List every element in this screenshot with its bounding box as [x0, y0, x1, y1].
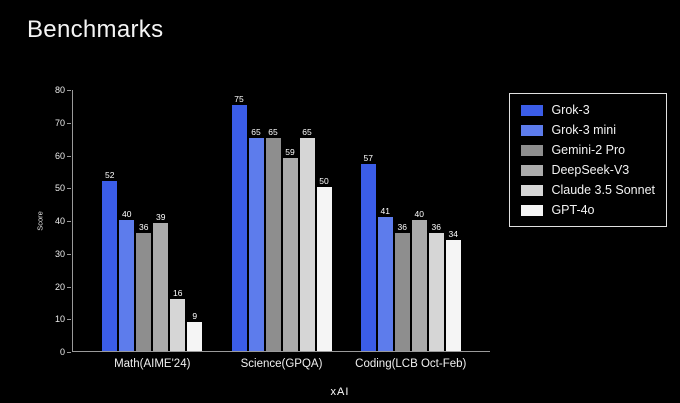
- bar-wrapper: 50: [316, 90, 332, 351]
- bar-group: 52 40 36 39 16 9 Math(AIME'24): [102, 90, 203, 370]
- bar-value-label: 40: [122, 209, 132, 219]
- legend-swatch: [521, 204, 544, 216]
- bar: [170, 298, 186, 351]
- bar: [136, 233, 152, 351]
- y-axis-tick-label: 70: [54, 117, 72, 128]
- legend-label: Grok-3 mini: [551, 123, 617, 137]
- bar-value-label: 9: [192, 310, 198, 321]
- bar: [316, 187, 332, 351]
- bar-wrapper: 40: [411, 90, 427, 351]
- bar-value-label: 36: [139, 222, 149, 233]
- legend-item: Grok-3: [521, 103, 655, 117]
- bar: [394, 233, 410, 351]
- bar: [411, 220, 427, 351]
- bar-wrapper: 41: [377, 90, 393, 351]
- bar-value-label: 65: [302, 127, 312, 138]
- bar-wrapper: 57: [360, 90, 376, 351]
- bar-value-label: 57: [363, 153, 373, 164]
- bar: [231, 105, 247, 351]
- bar-value-label: 65: [268, 127, 278, 138]
- legend-item: DeepSeek-V3: [521, 163, 655, 177]
- y-axis-tick-label: 0: [59, 347, 72, 357]
- y-axis-tick-label: 40: [54, 216, 72, 226]
- legend-swatch: [521, 144, 544, 156]
- bar-wrapper: 65: [265, 90, 281, 351]
- bar-value-label: 36: [397, 222, 407, 233]
- bar: [428, 233, 444, 351]
- bar-value-label: 36: [431, 222, 441, 233]
- bar: [248, 138, 264, 351]
- bar: [299, 138, 315, 351]
- bar: [445, 239, 461, 351]
- bar-value-label: 59: [285, 146, 295, 157]
- bar-wrapper: 40: [119, 90, 135, 351]
- bar-wrapper: 9: [187, 90, 203, 351]
- bar-wrapper: 36: [394, 90, 410, 351]
- y-axis: 0 10 20 30 40 50 60 70 80: [44, 85, 72, 357]
- x-axis-label: Math(AIME'24): [114, 358, 191, 370]
- y-axis-tick-label: 60: [54, 150, 72, 161]
- bar-wrapper: 65: [248, 90, 264, 351]
- bar-value-label: 52: [105, 169, 115, 180]
- bar-wrapper: 59: [282, 90, 298, 351]
- bar-wrapper: 36: [428, 90, 444, 351]
- legend-item: Grok-3 mini: [521, 123, 655, 137]
- bar: [153, 223, 169, 351]
- bar-wrapper: 75: [231, 90, 247, 351]
- legend-swatch: [521, 104, 544, 116]
- bar-wrapper: 34: [445, 90, 461, 351]
- bar-value-label: 50: [319, 176, 329, 187]
- bar-chart: Score 0 10 20 30 40 50 60 70 80 52 40 36 39 16 9 Math(…: [35, 85, 490, 370]
- y-axis-tick-label: 20: [54, 281, 72, 292]
- bar-value-label: 75: [234, 94, 244, 105]
- bar: [377, 216, 393, 351]
- x-axis-label: Coding(LCB Oct-Feb): [355, 358, 467, 370]
- y-axis-tick-label: 30: [54, 248, 72, 259]
- bar-value-label: 65: [251, 127, 261, 138]
- legend-swatch: [521, 164, 544, 176]
- bar: [119, 220, 135, 351]
- bar-wrapper: 36: [136, 90, 152, 351]
- legend-label: Gemini-2 Pro: [551, 143, 626, 157]
- y-axis-label: Score: [35, 211, 45, 231]
- legend-label: Grok-3: [551, 103, 590, 117]
- page-title: Benchmarks: [27, 16, 164, 43]
- legend-label: Claude 3.5 Sonnet: [551, 183, 655, 197]
- legend-item: Claude 3.5 Sonnet: [521, 183, 655, 197]
- legend-swatch: [521, 124, 544, 136]
- bar-value-label: 41: [380, 205, 390, 216]
- bar-value-label: 34: [448, 228, 458, 239]
- bar-wrapper: 39: [153, 90, 169, 351]
- bar-wrapper: 52: [102, 90, 118, 351]
- legend-label: DeepSeek-V3: [551, 163, 630, 177]
- bar: [102, 180, 118, 351]
- bar-value-label: 39: [156, 212, 166, 223]
- legend-item: Gemini-2 Pro: [521, 143, 655, 157]
- y-axis-tick-label: 50: [54, 183, 72, 194]
- bar-value-label: 16: [173, 287, 183, 298]
- bar: [187, 321, 203, 351]
- bar-value-label: 40: [414, 209, 424, 219]
- legend-label: GPT-4o: [551, 203, 595, 217]
- bar: [360, 164, 376, 351]
- bar-wrapper: 16: [170, 90, 186, 351]
- bar-wrapper: 65: [299, 90, 315, 351]
- legend-swatch: [521, 184, 544, 196]
- x-axis-label: Science(GPQA): [240, 358, 323, 370]
- bar-group: 57 41 36 40 36 34 Coding(LCB Oct-Feb): [355, 90, 466, 370]
- y-axis-tick-label: 80: [54, 85, 72, 95]
- xai-logo: xAI: [330, 386, 350, 398]
- y-axis-tick-label: 10: [54, 314, 72, 325]
- bar-group: 75 65 65 59 65 50 Science(GPQA): [231, 90, 332, 370]
- bar: [265, 138, 281, 351]
- plot-area: 52 40 36 39 16 9 Math(AIME'24) 75 65 65 59 65 50 Scie…: [72, 90, 490, 370]
- bar: [282, 157, 298, 351]
- legend-item: GPT-4o: [521, 203, 655, 217]
- chart-legend: Grok-3 Grok-3 mini Gemini-2 Pro DeepSeek-V3…: [509, 93, 667, 227]
